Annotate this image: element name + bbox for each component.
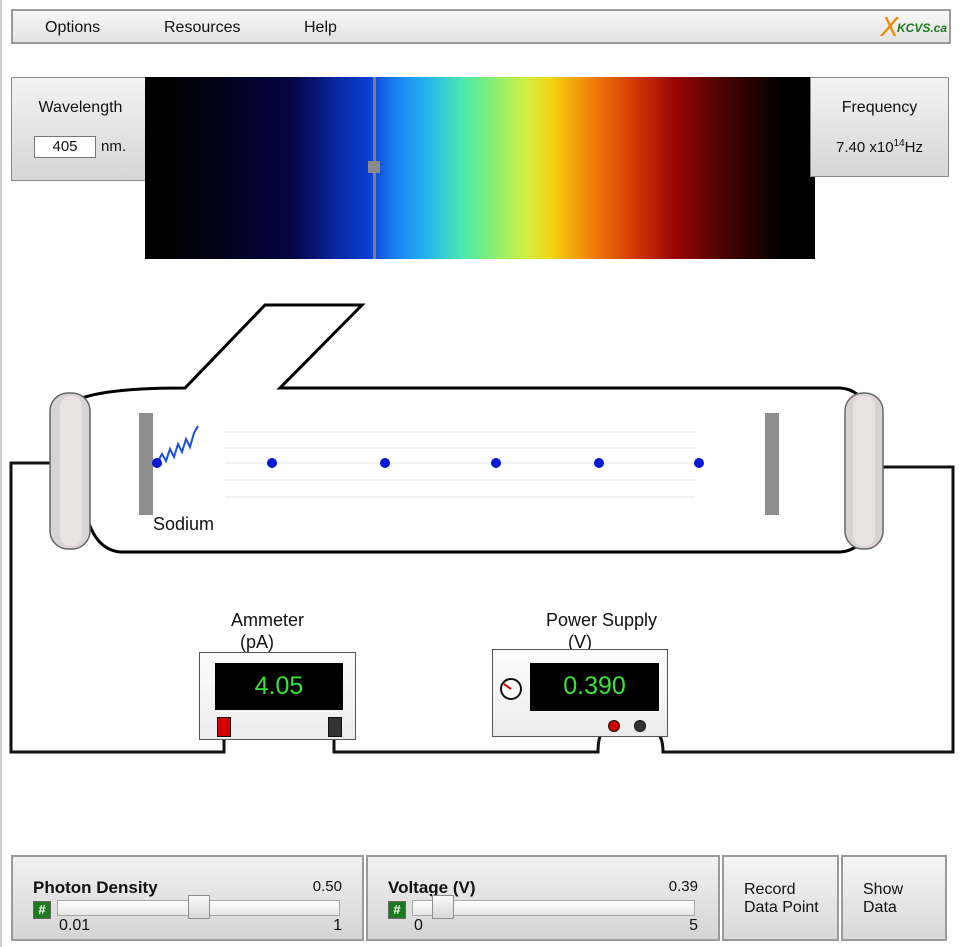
frequency-value: 7.40 x1014Hz (811, 138, 948, 156)
voltage-value: 0.39 (668, 878, 698, 895)
show-line2: Data (863, 899, 897, 916)
photon-density-panel: Photon Density 0.50 # 0.01 1 (11, 855, 364, 941)
photon-density-hash-button[interactable]: # (33, 901, 51, 919)
dial-icon (500, 678, 522, 700)
record-button-label: Record Data Point (744, 881, 819, 917)
power-supply-body: 0.390 (492, 649, 668, 737)
show-button-label: Show Data (863, 881, 903, 917)
frequency-mantissa: 7.40 x10 (835, 139, 894, 156)
menu-help[interactable]: Help (304, 19, 337, 36)
frequency-unit: Hz (904, 139, 923, 156)
wavelength-input[interactable]: 405 (34, 136, 96, 158)
voltage-max: 5 (689, 917, 698, 934)
menu-options[interactable]: Options (45, 19, 101, 36)
show-data-button[interactable]: Show Data (841, 855, 947, 941)
spectrum-bar[interactable] (145, 77, 815, 259)
power-supply-display: 0.390 (530, 663, 659, 711)
logo-mark: X (881, 13, 899, 43)
cathode-label: Sodium (153, 514, 215, 534)
frequency-panel: Frequency 7.40 x1014Hz (810, 77, 949, 177)
ammeter-label: Ammeter (231, 610, 305, 630)
record-line1: Record (744, 881, 796, 898)
voltage-slider-track[interactable] (412, 900, 695, 916)
electron (594, 458, 604, 468)
electron (380, 458, 390, 468)
wavelength-panel: Wavelength 405 nm. (11, 77, 150, 181)
electron (152, 458, 162, 468)
ammeter-body: 4.05 (199, 652, 356, 740)
right-end-cap (844, 392, 884, 550)
show-line1: Show (863, 881, 904, 898)
kcvs-logo[interactable]: X KCVS.ca (881, 13, 947, 43)
voltage-slider-thumb[interactable] (432, 895, 455, 919)
cathode-plate (139, 413, 153, 515)
ammeter-black-terminal (328, 717, 342, 737)
frequency-title: Frequency (841, 99, 918, 116)
electron (267, 458, 277, 468)
anode-plate (765, 413, 779, 515)
electron (491, 458, 501, 468)
voltage-panel: Voltage (V) 0.39 # 0 5 (366, 855, 720, 941)
voltage-hash-button[interactable]: # (388, 901, 406, 919)
frequency-exponent: 14 (893, 138, 905, 149)
electron-paths (225, 431, 695, 498)
wire-left (9, 461, 226, 754)
window-left-edge (0, 0, 2, 947)
logo-text: KCVS.ca (897, 21, 948, 35)
power-supply-black-terminal (634, 720, 646, 732)
ammeter-display: 4.05 (215, 663, 343, 710)
photon-density-value: 0.50 (312, 878, 342, 895)
ammeter-unit: (pA) (240, 632, 275, 652)
ammeter-red-terminal (217, 717, 231, 737)
voltage-min: 0 (414, 917, 423, 934)
menu-resources[interactable]: Resources (164, 19, 241, 36)
photon-density-title: Photon Density (33, 878, 158, 897)
wavelength-title: Wavelength (38, 99, 123, 116)
photon-wave-icon (156, 425, 199, 464)
spectrum-slider-handle[interactable] (368, 161, 380, 173)
power-supply-unit: (V) (568, 632, 592, 652)
photon-density-slider-thumb[interactable] (187, 895, 210, 919)
electron (694, 458, 704, 468)
photon-density-min: 0.01 (59, 917, 91, 934)
menu-bar: Options Resources Help X KCVS.ca (11, 9, 951, 44)
left-end-cap (49, 392, 91, 550)
voltage-title: Voltage (V) (388, 878, 476, 897)
wavelength-unit: nm. (101, 138, 127, 155)
power-supply-label: Power Supply (546, 610, 658, 630)
power-supply-red-terminal (608, 720, 620, 732)
photoelectric-apparatus (9, 303, 955, 754)
record-line2: Data Point (744, 899, 819, 916)
photon-density-max: 1 (333, 917, 342, 934)
record-data-point-button[interactable]: Record Data Point (722, 855, 839, 941)
